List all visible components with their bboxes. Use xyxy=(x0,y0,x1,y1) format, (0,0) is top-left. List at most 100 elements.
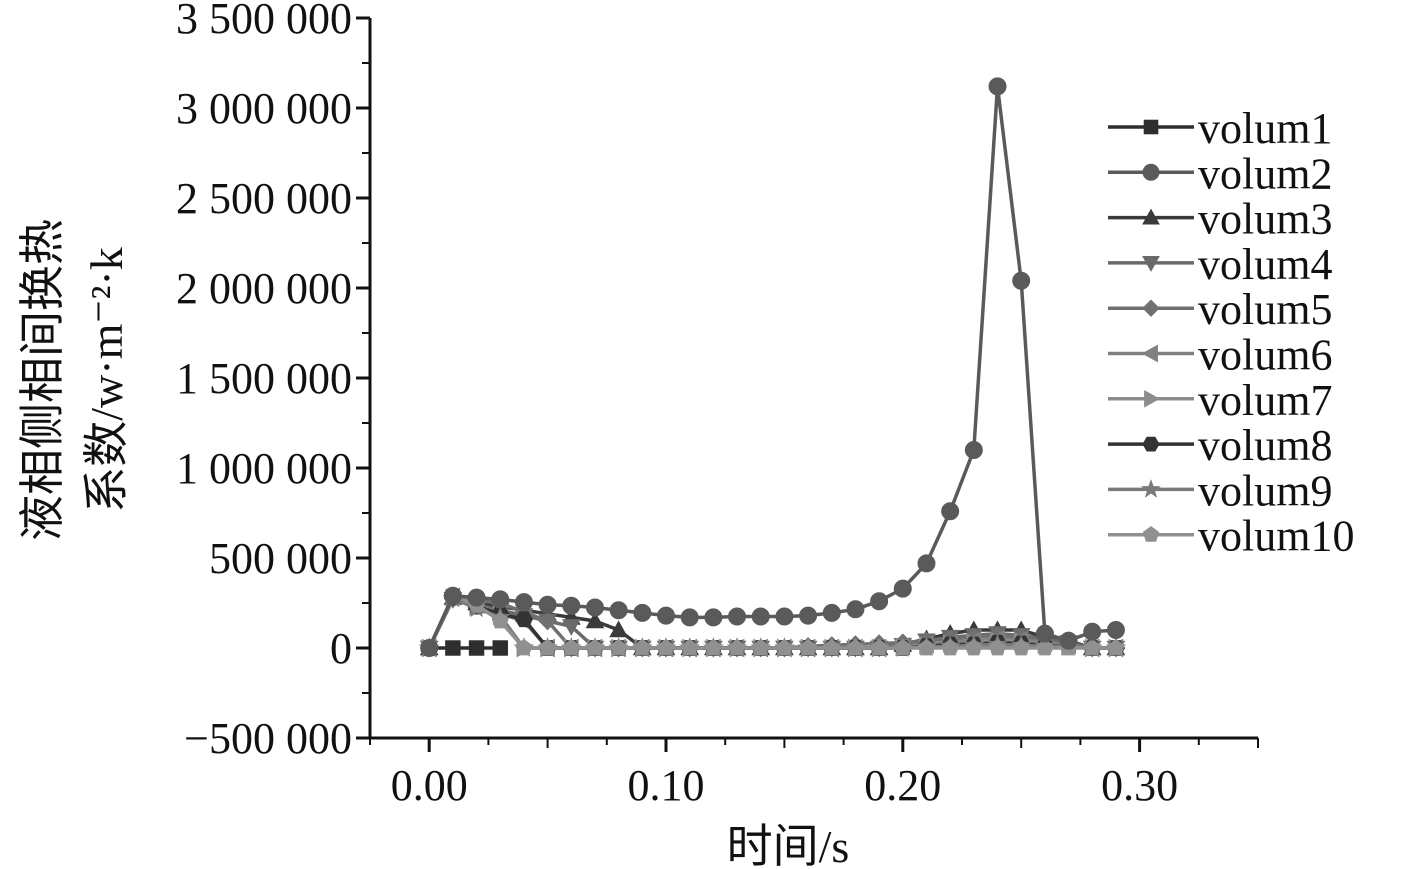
point-volum2 xyxy=(680,608,699,627)
series-volum10 xyxy=(420,586,1125,656)
point-volum2 xyxy=(514,593,533,612)
legend-marker-volum1 xyxy=(1143,119,1159,135)
legend-label-volum6: volum6 xyxy=(1198,331,1332,380)
legend-label-volum5: volum5 xyxy=(1198,285,1332,334)
point-volum2 xyxy=(751,607,770,626)
legend-label-volum3: volum3 xyxy=(1198,195,1332,244)
legend-label-volum8: volum8 xyxy=(1198,421,1332,470)
legend-label-volum1: volum1 xyxy=(1198,104,1332,153)
point-volum2 xyxy=(633,603,652,622)
point-volum10 xyxy=(941,638,959,656)
point-volum2 xyxy=(822,603,841,622)
legend-item-volum4: volum4 xyxy=(1108,240,1332,289)
x-axis-title: 时间/s xyxy=(727,821,850,869)
point-volum2 xyxy=(846,600,865,619)
point-volum10 xyxy=(491,611,509,629)
y-tick-label: 3 000 000 xyxy=(176,84,352,133)
point-volum10 xyxy=(633,638,651,656)
y-tick-label: −500 000 xyxy=(184,714,352,763)
x-tick-label: 0.00 xyxy=(391,761,468,810)
point-volum10 xyxy=(965,638,983,656)
y-tick-label: 2 000 000 xyxy=(176,264,352,313)
legend-label-volum2: volum2 xyxy=(1198,149,1332,198)
legend-item-volum6: volum6 xyxy=(1108,331,1332,380)
point-volum10 xyxy=(538,638,557,656)
legend-item-volum8: volum8 xyxy=(1108,421,1332,470)
point-volum10 xyxy=(704,638,722,656)
x-tick-label: 0.10 xyxy=(628,761,705,810)
y-tick-label: 1 500 000 xyxy=(176,354,352,403)
legend-label-volum7: volum7 xyxy=(1198,376,1332,425)
point-volum10 xyxy=(894,638,912,656)
legend-item-volum3: volum3 xyxy=(1108,195,1332,244)
legend-item-volum10: volum10 xyxy=(1108,512,1354,561)
point-volum2 xyxy=(420,639,439,657)
point-volum2 xyxy=(775,607,794,626)
point-volum10 xyxy=(515,638,533,656)
y-axis-title-line2: 系数/w·m⁻²·k xyxy=(81,247,132,513)
legend-marker-volum4 xyxy=(1142,256,1160,272)
plot-area xyxy=(418,77,1127,658)
legend-marker-volum8 xyxy=(1142,436,1160,452)
x-tick-label: 0.30 xyxy=(1101,761,1178,810)
point-volum2 xyxy=(728,607,747,626)
point-volum10 xyxy=(846,638,865,656)
point-volum8 xyxy=(514,611,533,628)
point-volum2 xyxy=(491,590,510,609)
point-volum2 xyxy=(917,554,936,573)
point-volum10 xyxy=(870,638,888,656)
point-volum1 xyxy=(468,640,485,656)
legend-marker-volum7 xyxy=(1144,389,1161,408)
point-volum3 xyxy=(609,620,628,638)
legend-label-volum4: volum4 xyxy=(1198,240,1332,289)
point-volum2 xyxy=(1012,271,1031,290)
point-volum2 xyxy=(870,592,889,611)
point-volum10 xyxy=(823,638,841,656)
point-volum2 xyxy=(988,77,1007,96)
point-volum2 xyxy=(585,598,604,617)
point-volum2 xyxy=(562,596,581,615)
point-volum2 xyxy=(443,586,462,605)
legend-label-volum9: volum9 xyxy=(1198,466,1332,515)
point-volum2 xyxy=(799,606,818,625)
point-volum2 xyxy=(941,502,960,521)
point-volum10 xyxy=(988,638,1007,656)
y-tick-label: 500 000 xyxy=(209,534,352,583)
legend-marker-volum2 xyxy=(1142,163,1160,181)
point-volum2 xyxy=(609,601,628,620)
point-volum10 xyxy=(657,638,675,656)
point-volum10 xyxy=(799,638,817,656)
point-volum2 xyxy=(704,608,723,627)
point-volum10 xyxy=(562,638,580,656)
legend-marker-volum6 xyxy=(1141,344,1158,363)
point-volum2 xyxy=(1035,624,1054,643)
point-volum2 xyxy=(1106,621,1125,639)
legend-item-volum2: volum2 xyxy=(1108,149,1332,198)
point-volum2 xyxy=(467,588,486,607)
point-volum2 xyxy=(893,579,912,598)
point-volum2 xyxy=(1059,631,1078,650)
point-volum10 xyxy=(610,638,628,656)
legend: volum1volum2volum3volum4volum5volum6volu… xyxy=(1108,104,1354,561)
legend-item-volum5: volum5 xyxy=(1108,285,1332,334)
legend-marker-volum5 xyxy=(1142,299,1160,317)
point-volum2 xyxy=(538,595,557,614)
point-volum10 xyxy=(1036,638,1054,656)
point-volum3 xyxy=(585,611,605,629)
point-volum10 xyxy=(1107,638,1125,656)
legend-marker-volum9 xyxy=(1141,479,1161,498)
point-volum2 xyxy=(657,606,675,625)
point-volum10 xyxy=(1012,638,1030,656)
point-volum4 xyxy=(561,619,581,636)
point-volum10 xyxy=(775,638,794,656)
legend-marker-volum10 xyxy=(1142,526,1160,542)
axes: −500 000 0 500 000 1 000 000 1 500 000 2 000 … xyxy=(176,0,1259,810)
point-volum10 xyxy=(681,638,699,656)
point-volum10 xyxy=(752,638,770,656)
y-tick-label: 3 500 000 xyxy=(176,0,352,43)
series-line-volum2 xyxy=(427,84,1117,649)
y-axis-title-line1: 液相侧相间换热 xyxy=(17,219,68,541)
y-tick-label: 2 500 000 xyxy=(176,174,352,223)
point-volum10 xyxy=(586,638,604,656)
